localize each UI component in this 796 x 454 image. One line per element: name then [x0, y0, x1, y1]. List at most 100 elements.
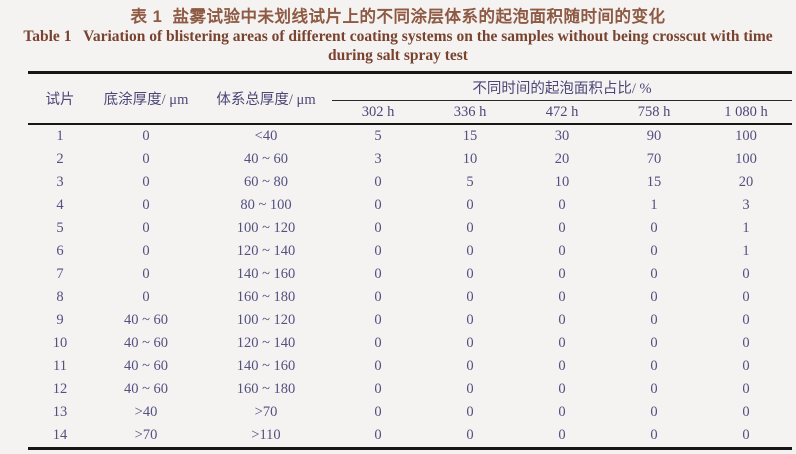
- table-cell: 12: [52, 381, 68, 398]
- table-cell: 120 ~ 140: [236, 335, 296, 352]
- table-cell: >110: [251, 427, 281, 444]
- table-row: 10 40 ~ 60 120 ~ 140 0 0 0 0 0: [28, 332, 792, 355]
- table-cell: 11: [53, 358, 67, 375]
- table-cell: 2: [56, 151, 64, 168]
- table-cell: 0: [742, 312, 750, 329]
- table-cell: 100 ~ 120: [236, 220, 296, 237]
- table-cell: 0: [142, 197, 150, 214]
- header-time-1080h: 1 080 h: [724, 103, 768, 120]
- table-cell: 0: [742, 381, 750, 398]
- table-cell: 0: [466, 289, 474, 306]
- table-cell: 0: [650, 427, 658, 444]
- table-cell: <40: [254, 128, 278, 145]
- table-cell: 5: [466, 174, 474, 191]
- table-cell: 0: [142, 151, 150, 168]
- table-caption-english-line2: during salt spray test: [328, 47, 468, 65]
- table-cell: 0: [374, 427, 382, 444]
- table-cell: 90: [646, 128, 662, 145]
- table-cell: 0: [650, 404, 658, 421]
- table-cell: 7: [56, 266, 64, 283]
- table-cell: >70: [254, 404, 278, 421]
- table-cell: 10: [52, 335, 68, 352]
- table-cell: 0: [142, 220, 150, 237]
- table-cell: 0: [374, 381, 382, 398]
- header-time-472h: 472 h: [545, 103, 579, 120]
- table-cell: 0: [558, 197, 566, 214]
- table-cell: 0: [374, 197, 382, 214]
- table-cell: 30: [554, 128, 570, 145]
- table-row: 12 40 ~ 60 160 ~ 180 0 0 0 0 0: [28, 378, 792, 401]
- table-row: 3 0 60 ~ 80 0 5 10 15 20: [28, 171, 792, 194]
- table-cell: 0: [558, 381, 566, 398]
- table-cell: 0: [374, 312, 382, 329]
- table-cell: 0: [742, 335, 750, 352]
- table-cell: 0: [558, 404, 566, 421]
- table-cell: 0: [374, 404, 382, 421]
- table-cell: 0: [142, 174, 150, 191]
- table-cell: 0: [374, 243, 382, 260]
- table-cell: 0: [466, 381, 474, 398]
- table-cell: 4: [56, 197, 64, 214]
- header-blister-area-spanner: 不同时间的起泡面积占比/ %: [332, 72, 793, 102]
- table-cell: 100 ~ 120: [236, 312, 296, 329]
- table-cell: 0: [650, 266, 658, 283]
- table-row: 8 0 160 ~ 180 0 0 0 0 0: [28, 286, 792, 309]
- table-cell: 0: [742, 289, 750, 306]
- table-cell: 0: [650, 358, 658, 375]
- table-cell: 0: [466, 266, 474, 283]
- table-cell: 0: [742, 358, 750, 375]
- table-cell: 0: [558, 289, 566, 306]
- table-cell: 0: [558, 243, 566, 260]
- header-row-top: 试片 底涂厚度/ μm 体系总厚度/ μm 不同时间的起泡面积占比/ %: [28, 72, 793, 108]
- table-cell: 3: [56, 174, 64, 191]
- table-caption-chinese: 表 1 盐雾试验中未划线试片上的不同涂层体系的起泡面积随时间的变化: [130, 8, 666, 26]
- table-cell: 0: [374, 266, 382, 283]
- table-cell: 10: [462, 151, 478, 168]
- table-row: 9 40 ~ 60 100 ~ 120 0 0 0 0 0: [28, 309, 792, 332]
- table-header: 试片 底涂厚度/ μm 体系总厚度/ μm 不同时间的起泡面积占比/ % 302…: [28, 72, 793, 125]
- header-time-336h: 336 h: [453, 103, 487, 120]
- table-cell: 9: [56, 312, 64, 329]
- table-row: 13 >40 >70 0 0 0 0 0: [28, 401, 792, 424]
- table-cell: 160 ~ 180: [236, 381, 296, 398]
- table-cell: 0: [466, 197, 474, 214]
- table-cell: 100: [735, 128, 757, 145]
- table-cell: 1: [742, 220, 750, 237]
- table-row: 5 0 100 ~ 120 0 0 0 0 1: [28, 217, 792, 240]
- table-cell: 40 ~ 60: [123, 381, 169, 398]
- table-cell: 0: [558, 427, 566, 444]
- table-cell: 5: [374, 128, 382, 145]
- table-cell: 0: [650, 381, 658, 398]
- header-sample: 试片: [45, 92, 75, 109]
- header-primer-thickness: 底涂厚度/ μm: [103, 92, 189, 109]
- table-cell: 60 ~ 80: [243, 174, 289, 191]
- table-row: 11 40 ~ 60 140 ~ 160 0 0 0 0 0: [28, 355, 792, 378]
- table-cell: 0: [466, 312, 474, 329]
- table-cell: 0: [558, 266, 566, 283]
- table-cell: 0: [374, 358, 382, 375]
- table-cell: >40: [134, 404, 158, 421]
- table-row: 1 0 <40 5 15 30 90 100: [28, 124, 792, 148]
- table-cell: 0: [466, 335, 474, 352]
- table-cell: 0: [558, 312, 566, 329]
- table-row: 7 0 140 ~ 160 0 0 0 0 0: [28, 263, 792, 286]
- table-cell: 0: [558, 358, 566, 375]
- table-cell: 5: [56, 220, 64, 237]
- table-caption-english-line1: Table 1 Variation of blistering areas of…: [23, 28, 773, 46]
- table-cell: 3: [742, 197, 750, 214]
- header-time-302h: 302 h: [361, 103, 395, 120]
- table-cell: 40 ~ 60: [123, 312, 169, 329]
- table-row: 2 0 40 ~ 60 3 10 20 70 100: [28, 148, 792, 171]
- table-cell: 140 ~ 160: [236, 358, 296, 375]
- table-cell: 0: [466, 358, 474, 375]
- table-cell: 6: [56, 243, 64, 260]
- table-cell: 160 ~ 180: [236, 289, 296, 306]
- table-cell: 0: [650, 335, 658, 352]
- table-cell: 40 ~ 60: [123, 358, 169, 375]
- header-row-times: 302 h 336 h 472 h 758 h 1 080 h: [28, 101, 792, 125]
- table-cell: 0: [650, 289, 658, 306]
- table-cell: 10: [554, 174, 570, 191]
- table-cell: 0: [650, 243, 658, 260]
- table-cell: 20: [738, 174, 754, 191]
